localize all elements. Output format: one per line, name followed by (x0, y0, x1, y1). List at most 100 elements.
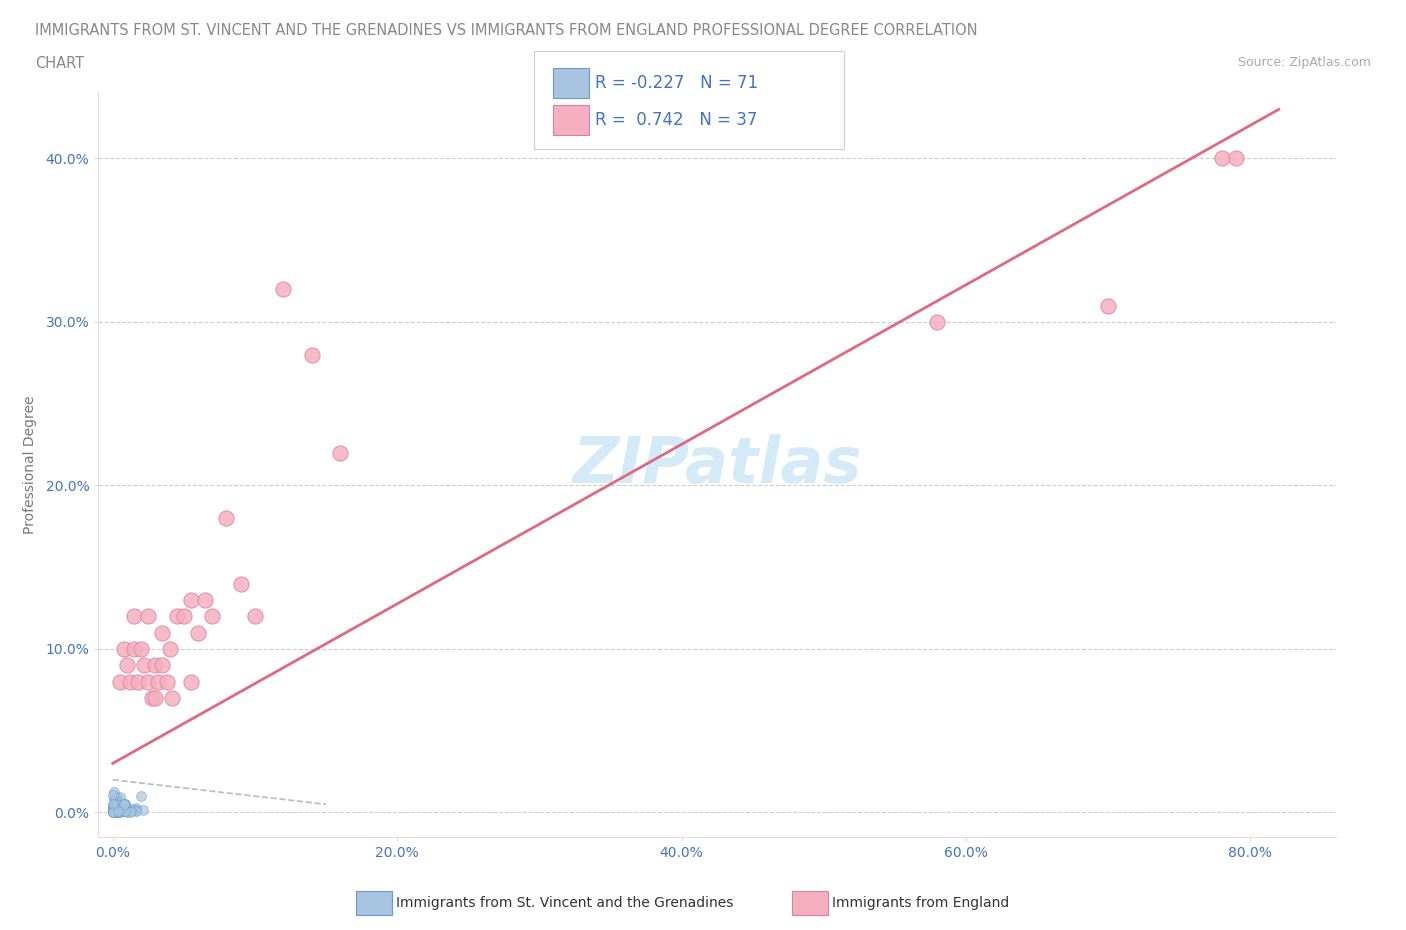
Text: Immigrants from St. Vincent and the Grenadines: Immigrants from St. Vincent and the Gren… (396, 896, 734, 910)
Point (101, 805, 124, 820)
Point (103, 804, 125, 819)
Point (104, 803, 127, 817)
Point (159, 642, 181, 657)
Text: R =  0.742   N = 37: R = 0.742 N = 37 (595, 111, 756, 129)
Point (118, 804, 141, 819)
Point (115, 658, 138, 672)
Point (104, 791, 127, 806)
Point (112, 802, 135, 817)
Point (101, 799, 124, 814)
Point (105, 794, 128, 809)
Point (194, 592, 217, 607)
Point (107, 804, 129, 819)
Point (215, 511, 238, 525)
Point (107, 803, 129, 817)
Point (104, 794, 127, 809)
Point (301, 347, 323, 362)
Point (143, 658, 166, 672)
Point (229, 576, 252, 591)
Point (103, 790, 125, 805)
Y-axis label: Professional Degree: Professional Degree (22, 396, 37, 534)
Point (243, 609, 266, 624)
Point (112, 797, 135, 812)
Point (101, 787, 124, 802)
Point (112, 799, 135, 814)
Point (1097, 299, 1119, 313)
Point (180, 592, 202, 607)
Point (112, 804, 135, 818)
Point (152, 658, 174, 672)
Point (329, 445, 352, 460)
Point (104, 802, 127, 817)
Point (108, 800, 131, 815)
Point (132, 803, 155, 817)
Point (187, 625, 209, 640)
Point (927, 314, 949, 329)
Point (107, 801, 129, 816)
Point (136, 674, 159, 689)
Point (103, 804, 125, 819)
Point (103, 784, 125, 799)
Point (152, 625, 174, 640)
Point (132, 658, 155, 672)
Point (114, 797, 136, 812)
Point (201, 609, 224, 624)
Point (107, 799, 129, 814)
Point (103, 804, 125, 819)
Point (124, 803, 146, 817)
Point (122, 609, 145, 624)
Point (114, 798, 136, 813)
Point (125, 801, 148, 816)
Point (115, 804, 138, 819)
Point (104, 802, 127, 817)
Text: CHART: CHART (35, 56, 84, 71)
Point (108, 804, 131, 819)
Point (271, 282, 294, 297)
Point (114, 797, 136, 812)
Point (105, 790, 128, 804)
Point (108, 803, 131, 817)
Point (141, 691, 163, 706)
Text: ZIPatlas: ZIPatlas (572, 434, 862, 496)
Point (173, 609, 195, 624)
Point (1225, 151, 1247, 166)
Point (127, 674, 149, 689)
Point (103, 804, 125, 819)
Point (162, 691, 184, 706)
Point (104, 803, 127, 817)
Point (103, 805, 125, 820)
Point (120, 802, 142, 817)
Point (105, 803, 128, 817)
Point (103, 797, 125, 812)
Point (101, 804, 124, 819)
Point (107, 804, 129, 818)
Point (101, 797, 124, 812)
Text: R = -0.227   N = 71: R = -0.227 N = 71 (595, 73, 758, 92)
Point (101, 800, 124, 815)
Point (105, 798, 128, 813)
Point (104, 804, 127, 818)
Point (104, 797, 127, 812)
Point (143, 691, 166, 706)
Point (105, 805, 128, 820)
Point (125, 804, 148, 818)
Point (114, 804, 136, 818)
Point (156, 674, 179, 689)
Point (108, 805, 131, 820)
Point (103, 804, 125, 818)
Point (129, 642, 152, 657)
Point (129, 789, 152, 804)
Point (103, 804, 125, 819)
Point (120, 804, 142, 818)
Point (112, 642, 135, 657)
Point (111, 802, 134, 817)
Point (105, 798, 128, 813)
Text: Source: ZipAtlas.com: Source: ZipAtlas.com (1237, 56, 1371, 69)
Point (107, 792, 129, 807)
Point (118, 674, 141, 689)
Point (108, 795, 131, 810)
Point (107, 804, 129, 818)
Point (111, 796, 134, 811)
Point (108, 674, 131, 689)
Point (103, 803, 125, 817)
